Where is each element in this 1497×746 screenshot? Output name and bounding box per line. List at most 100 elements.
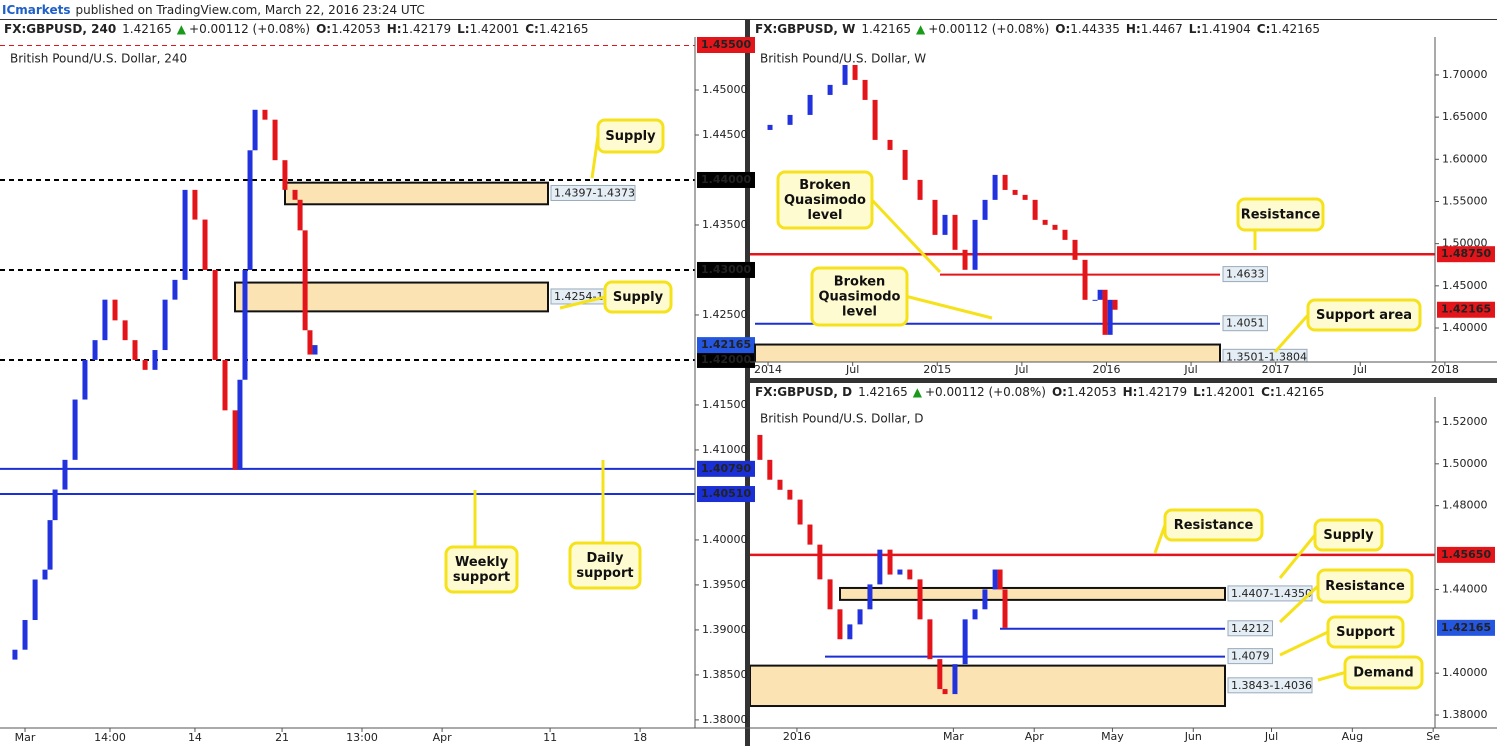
zone-label: 1.3501-1.3804 bbox=[1222, 348, 1308, 362]
y-tick-label: 1.55000 bbox=[1442, 194, 1488, 207]
y-tick-label: 1.44500 bbox=[702, 128, 748, 141]
zone-label-box bbox=[1222, 348, 1308, 362]
y-tick-label: 1.41000 bbox=[702, 443, 748, 456]
brand[interactable]: ICmarkets bbox=[2, 3, 70, 17]
candle bbox=[807, 524, 813, 545]
x-tick-label: 2015 bbox=[923, 363, 951, 376]
candle bbox=[887, 139, 893, 150]
candle bbox=[757, 434, 763, 460]
level-axis-label: 1.45650 bbox=[1441, 548, 1491, 561]
candle bbox=[222, 359, 228, 411]
y-tick-label: 1.65000 bbox=[1442, 110, 1488, 123]
level-tag: 1.4212 bbox=[1231, 622, 1270, 635]
candle bbox=[142, 359, 148, 370]
y-tick-label: 1.38000 bbox=[1442, 708, 1488, 721]
candle bbox=[122, 320, 128, 341]
candle bbox=[192, 189, 198, 220]
candle bbox=[32, 579, 38, 621]
last-price: 1.42165 bbox=[861, 22, 911, 36]
chart-title: British Pound/U.S. Dollar, D bbox=[760, 412, 923, 426]
ohlc-value: 1.42001 bbox=[1206, 385, 1256, 399]
callout-text: Resistance bbox=[1174, 518, 1254, 533]
candle bbox=[827, 84, 833, 95]
last-price-label-box bbox=[697, 337, 755, 354]
callout-box bbox=[1316, 568, 1414, 604]
candle bbox=[962, 619, 968, 665]
last-price: 1.42165 bbox=[858, 385, 908, 399]
callout-box bbox=[810, 266, 909, 327]
callout-text: Supply bbox=[1323, 528, 1374, 543]
level-axis-label: 1.42000 bbox=[701, 353, 751, 366]
level-tag: 1.4079 bbox=[1231, 650, 1270, 663]
candle bbox=[992, 569, 998, 590]
y-tick-label: 1.70000 bbox=[1442, 68, 1488, 81]
callout-text: Broken Quasimodo level bbox=[784, 178, 866, 223]
zone bbox=[754, 343, 1221, 362]
level-axis-label-box bbox=[697, 171, 755, 188]
level-axis-label: 1.40790 bbox=[701, 462, 751, 475]
callout-pointer bbox=[906, 295, 993, 320]
candle bbox=[292, 189, 298, 200]
x-tick-label: Mar bbox=[15, 731, 36, 744]
ohlc-value: 1.42053 bbox=[1067, 385, 1117, 399]
callout-pointer bbox=[1273, 314, 1310, 353]
level-tag-box bbox=[1222, 315, 1268, 332]
candle bbox=[247, 150, 253, 270]
publish-info: published on TradingView.com, March 22, … bbox=[75, 3, 424, 17]
plot-area: 1.4407-1.4350 1.3843-1.4036 1.4212 1.4079 bbox=[750, 434, 1435, 708]
level-axis-label-box bbox=[697, 37, 755, 53]
ohlc-value: 1.42165 bbox=[1270, 22, 1320, 36]
candle bbox=[1107, 299, 1113, 335]
ohlc-key: H: bbox=[1126, 22, 1141, 36]
callout-box bbox=[1306, 298, 1422, 332]
candle bbox=[1072, 239, 1078, 260]
callout-pointer bbox=[1278, 584, 1320, 624]
level-axis-label: 1.43000 bbox=[701, 263, 751, 276]
x-tick-label: May bbox=[1101, 730, 1124, 743]
x-tick-label: Se bbox=[1426, 730, 1440, 743]
x-tick-label: Jul bbox=[1014, 363, 1028, 376]
level-axis-label-box bbox=[697, 486, 755, 503]
candle bbox=[237, 379, 243, 470]
candle bbox=[312, 345, 318, 355]
candle bbox=[72, 399, 78, 460]
y-tick-label: 1.52000 bbox=[1442, 415, 1488, 428]
candle bbox=[172, 279, 178, 300]
zone-label-text: 1.4397-1.4373 bbox=[554, 186, 635, 199]
callout-text: Supply bbox=[613, 290, 664, 305]
x-tick-label: Apr bbox=[433, 731, 453, 744]
change: +0.00112 (+0.08%) bbox=[928, 22, 1049, 36]
x-tick-label: Jul bbox=[1264, 730, 1278, 743]
y-tick-label: 1.40000 bbox=[1442, 666, 1488, 679]
ohlc-key: C: bbox=[1261, 385, 1275, 399]
candle bbox=[1097, 289, 1103, 300]
callout-pointer bbox=[1153, 524, 1167, 554]
candle bbox=[1102, 289, 1108, 335]
candle bbox=[917, 179, 923, 200]
candle bbox=[182, 189, 188, 280]
candle bbox=[827, 579, 833, 610]
callout-box bbox=[444, 545, 519, 594]
x-tick-label: 18 bbox=[633, 731, 647, 744]
callout-text: Support area bbox=[1316, 308, 1412, 323]
level-axis-label-box bbox=[1437, 246, 1495, 263]
level-axis-label-box bbox=[697, 261, 755, 278]
candle bbox=[982, 589, 988, 610]
callout-box bbox=[1236, 197, 1325, 232]
candle bbox=[972, 609, 978, 620]
candle bbox=[47, 520, 53, 570]
change-arrow: ▲ bbox=[177, 22, 187, 36]
callout-line: Supply bbox=[1323, 528, 1374, 543]
zone-label-box bbox=[1227, 677, 1313, 694]
level-axis-label: 1.40510 bbox=[701, 487, 751, 500]
x-tick-label: 2016 bbox=[783, 730, 811, 743]
callout-pointer bbox=[1317, 671, 1346, 682]
level-axis-label: 1.45500 bbox=[701, 38, 751, 51]
callout-line: Daily bbox=[587, 551, 624, 566]
callout-text: Supply bbox=[605, 129, 656, 144]
candle bbox=[932, 199, 938, 235]
candle bbox=[972, 219, 978, 270]
x-tick-label: Jun bbox=[1184, 730, 1202, 743]
y-tick-label: 1.38500 bbox=[702, 668, 748, 681]
zone-label-box bbox=[550, 184, 636, 201]
